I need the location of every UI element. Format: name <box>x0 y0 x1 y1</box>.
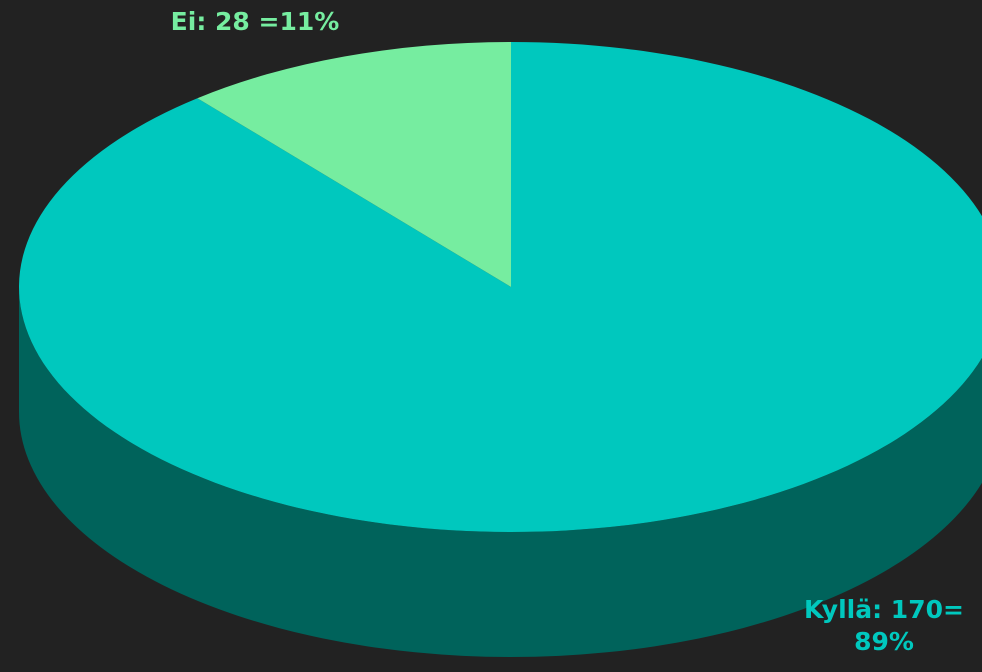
data-label: Kyllä: 170= 89% <box>804 595 964 656</box>
data-label: Ei: 28 =11% <box>170 7 340 36</box>
pie-slice <box>197 42 511 287</box>
pie-side <box>19 287 982 657</box>
pie-slice <box>19 42 982 532</box>
